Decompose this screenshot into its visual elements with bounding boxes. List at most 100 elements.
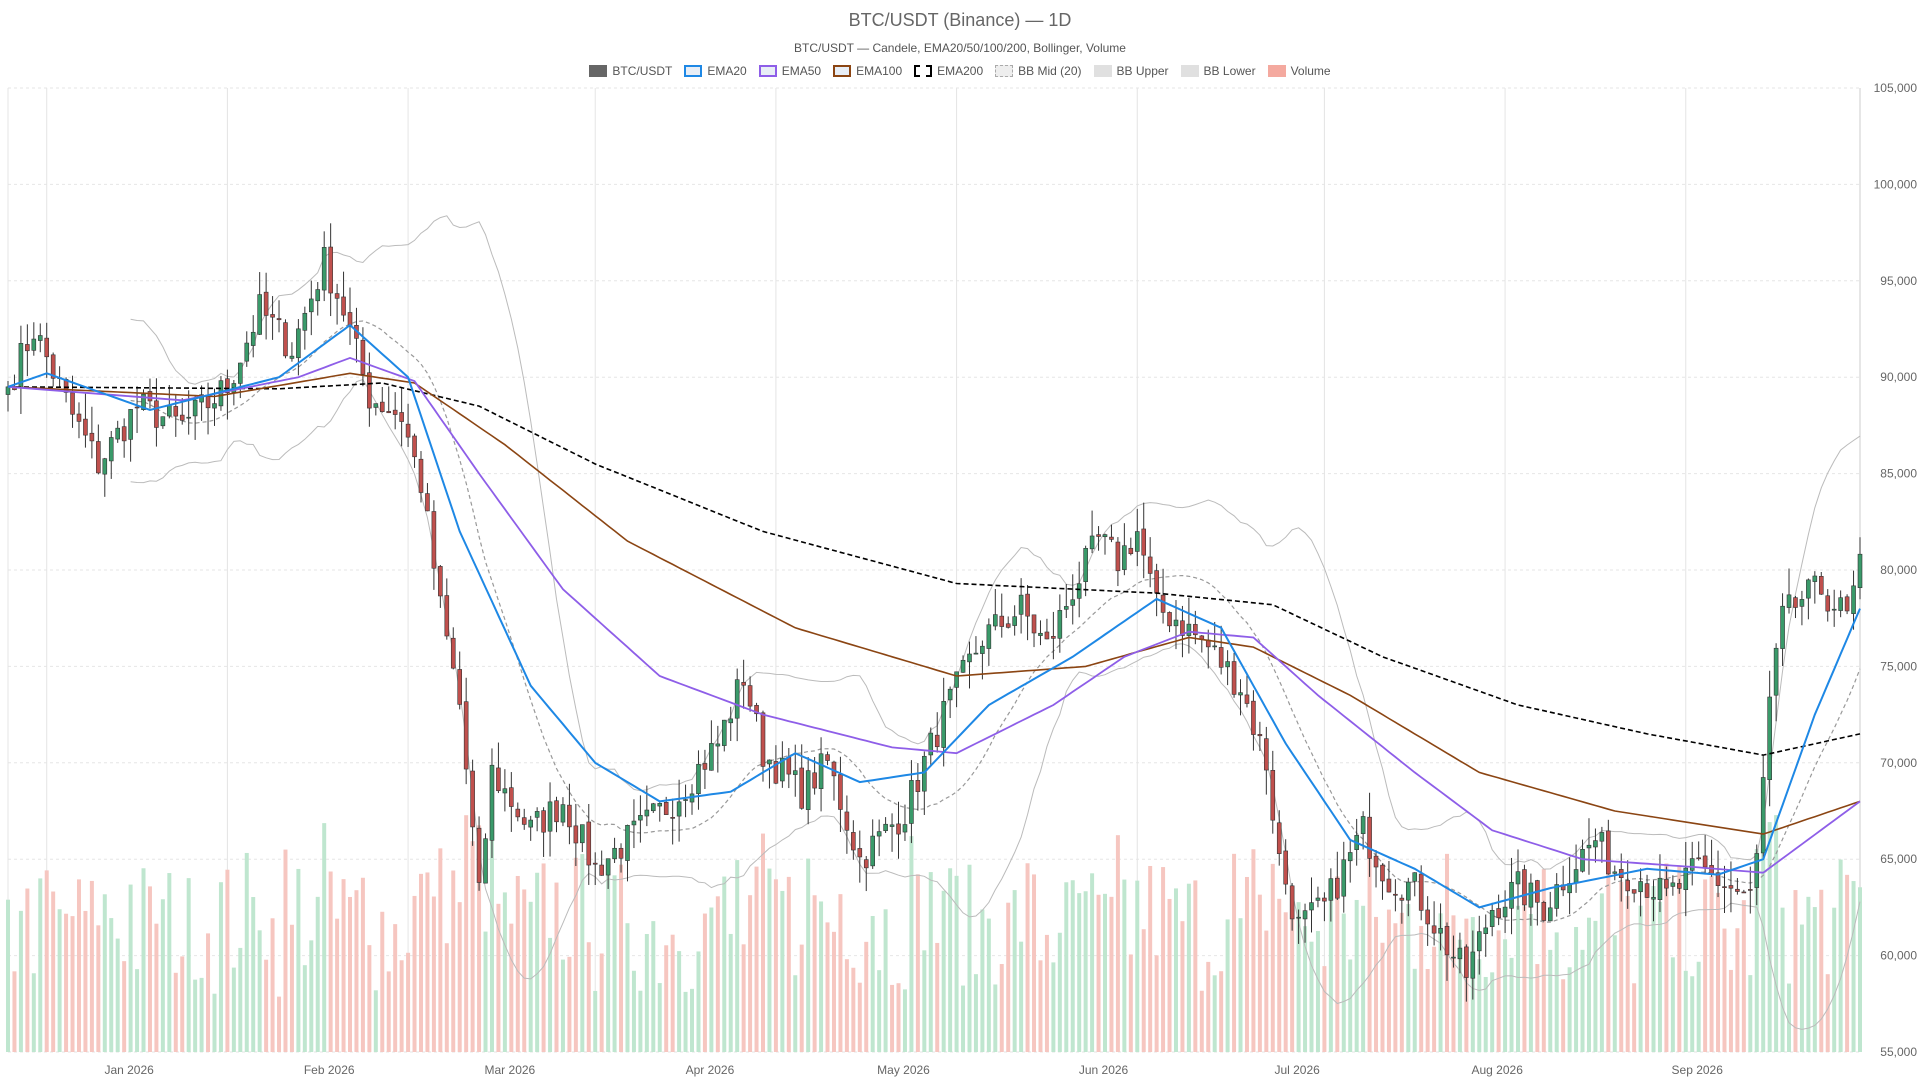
chart-subtitle: BTC/USDT — Candele, EMA20/50/100/200, Bo… bbox=[794, 41, 1126, 55]
volume-bar bbox=[1232, 853, 1237, 1052]
legend-item-bb-mid-20-[interactable]: BB Mid (20) bbox=[995, 64, 1082, 78]
candle-body bbox=[734, 679, 740, 719]
volume-bar bbox=[1270, 863, 1275, 1052]
volume-bar bbox=[515, 875, 520, 1052]
candle bbox=[986, 618, 992, 666]
candle-body bbox=[644, 809, 650, 817]
candle-body bbox=[928, 732, 934, 756]
candle-body bbox=[1012, 616, 1017, 626]
volume-bar bbox=[348, 896, 353, 1052]
candle bbox=[786, 747, 792, 789]
volume-bar bbox=[748, 895, 753, 1052]
volume-bar bbox=[18, 910, 23, 1052]
legend-item-volume[interactable]: Volume bbox=[1267, 64, 1331, 78]
x-tick-label: May 2026 bbox=[877, 1063, 930, 1077]
candle bbox=[1464, 944, 1469, 1002]
candle-body bbox=[31, 338, 37, 351]
candle bbox=[1038, 620, 1043, 646]
candle bbox=[805, 757, 811, 825]
candle-body bbox=[1612, 871, 1618, 874]
legend-item-bb-lower[interactable]: BB Lower bbox=[1180, 64, 1256, 78]
candle bbox=[70, 375, 75, 428]
candle-body bbox=[863, 859, 869, 869]
y-tick-label: 85,000 bbox=[1880, 467, 1917, 481]
volume-bar bbox=[64, 913, 69, 1052]
candle-body bbox=[1638, 881, 1643, 893]
candle-body bbox=[663, 801, 669, 815]
candle bbox=[25, 324, 30, 377]
legend-item-ema20[interactable]: EMA20 bbox=[684, 64, 747, 78]
candle bbox=[392, 392, 398, 430]
candle bbox=[599, 850, 604, 876]
y-tick-label: 95,000 bbox=[1880, 274, 1917, 288]
candle bbox=[1167, 611, 1172, 633]
legend-item-btc-usdt[interactable]: BTC/USDT bbox=[589, 64, 672, 78]
candle bbox=[1012, 605, 1017, 636]
candle-body bbox=[76, 413, 82, 422]
candle bbox=[721, 719, 727, 752]
volume-bar bbox=[625, 923, 630, 1052]
candle bbox=[302, 306, 308, 350]
volume-bar bbox=[1528, 913, 1533, 1052]
candle-body bbox=[721, 719, 727, 746]
y-tick-label: 80,000 bbox=[1880, 563, 1917, 577]
volume-bar bbox=[1303, 926, 1308, 1052]
volume-bar bbox=[915, 874, 920, 1052]
volume-bar bbox=[225, 869, 230, 1052]
candle bbox=[1760, 755, 1766, 859]
candle-body bbox=[328, 246, 333, 294]
candle-body bbox=[1360, 816, 1366, 834]
candle-body bbox=[102, 458, 108, 475]
volume-bar bbox=[1038, 960, 1043, 1052]
volume-bar bbox=[470, 841, 475, 1052]
candle bbox=[1238, 679, 1243, 716]
candle bbox=[670, 798, 675, 845]
volume-bar bbox=[218, 882, 223, 1052]
candle bbox=[1225, 650, 1230, 686]
volume-bar bbox=[1632, 983, 1637, 1052]
candle bbox=[1335, 851, 1340, 901]
candle-body bbox=[1702, 855, 1708, 868]
candle-body bbox=[108, 437, 114, 462]
volume-bar bbox=[1219, 971, 1224, 1052]
volume-bar bbox=[1244, 876, 1249, 1052]
candle-body bbox=[134, 406, 140, 409]
volume-bar bbox=[1767, 822, 1772, 1052]
volume-bar bbox=[980, 909, 985, 1052]
candle-body bbox=[1180, 620, 1185, 636]
candle bbox=[1283, 839, 1288, 895]
legend-item-ema100[interactable]: EMA100 bbox=[833, 64, 902, 78]
volume-bar bbox=[1509, 957, 1514, 1052]
candle-body bbox=[167, 404, 172, 417]
candle-body bbox=[392, 409, 398, 415]
volume-bar bbox=[160, 899, 165, 1052]
volume-bar bbox=[1619, 881, 1624, 1052]
candle bbox=[825, 751, 830, 766]
volume-bar bbox=[1432, 946, 1437, 1052]
legend-item-ema200[interactable]: EMA200 bbox=[914, 64, 983, 78]
volume-bar bbox=[735, 860, 740, 1052]
candle-body bbox=[1122, 545, 1127, 570]
candle-body bbox=[696, 763, 701, 795]
candle-body bbox=[1464, 946, 1469, 978]
candle bbox=[1212, 621, 1217, 651]
volume-bar bbox=[173, 972, 178, 1052]
candle bbox=[934, 712, 940, 753]
volume-bar bbox=[496, 903, 501, 1052]
candle bbox=[289, 342, 295, 362]
volume-bar bbox=[1141, 929, 1146, 1052]
candle-body bbox=[1476, 931, 1482, 952]
volume-bar bbox=[1374, 916, 1379, 1052]
candle-body bbox=[1780, 605, 1785, 649]
candle bbox=[1186, 597, 1192, 654]
candle bbox=[1096, 526, 1101, 551]
candle bbox=[1296, 909, 1301, 944]
candle-body bbox=[1038, 632, 1043, 636]
candle bbox=[1793, 595, 1798, 619]
candle bbox=[541, 807, 546, 857]
legend-item-bb-upper[interactable]: BB Upper bbox=[1093, 64, 1169, 78]
legend-swatch bbox=[995, 65, 1014, 77]
legend-item-ema50[interactable]: EMA50 bbox=[758, 64, 821, 78]
candle-body bbox=[1715, 872, 1721, 886]
